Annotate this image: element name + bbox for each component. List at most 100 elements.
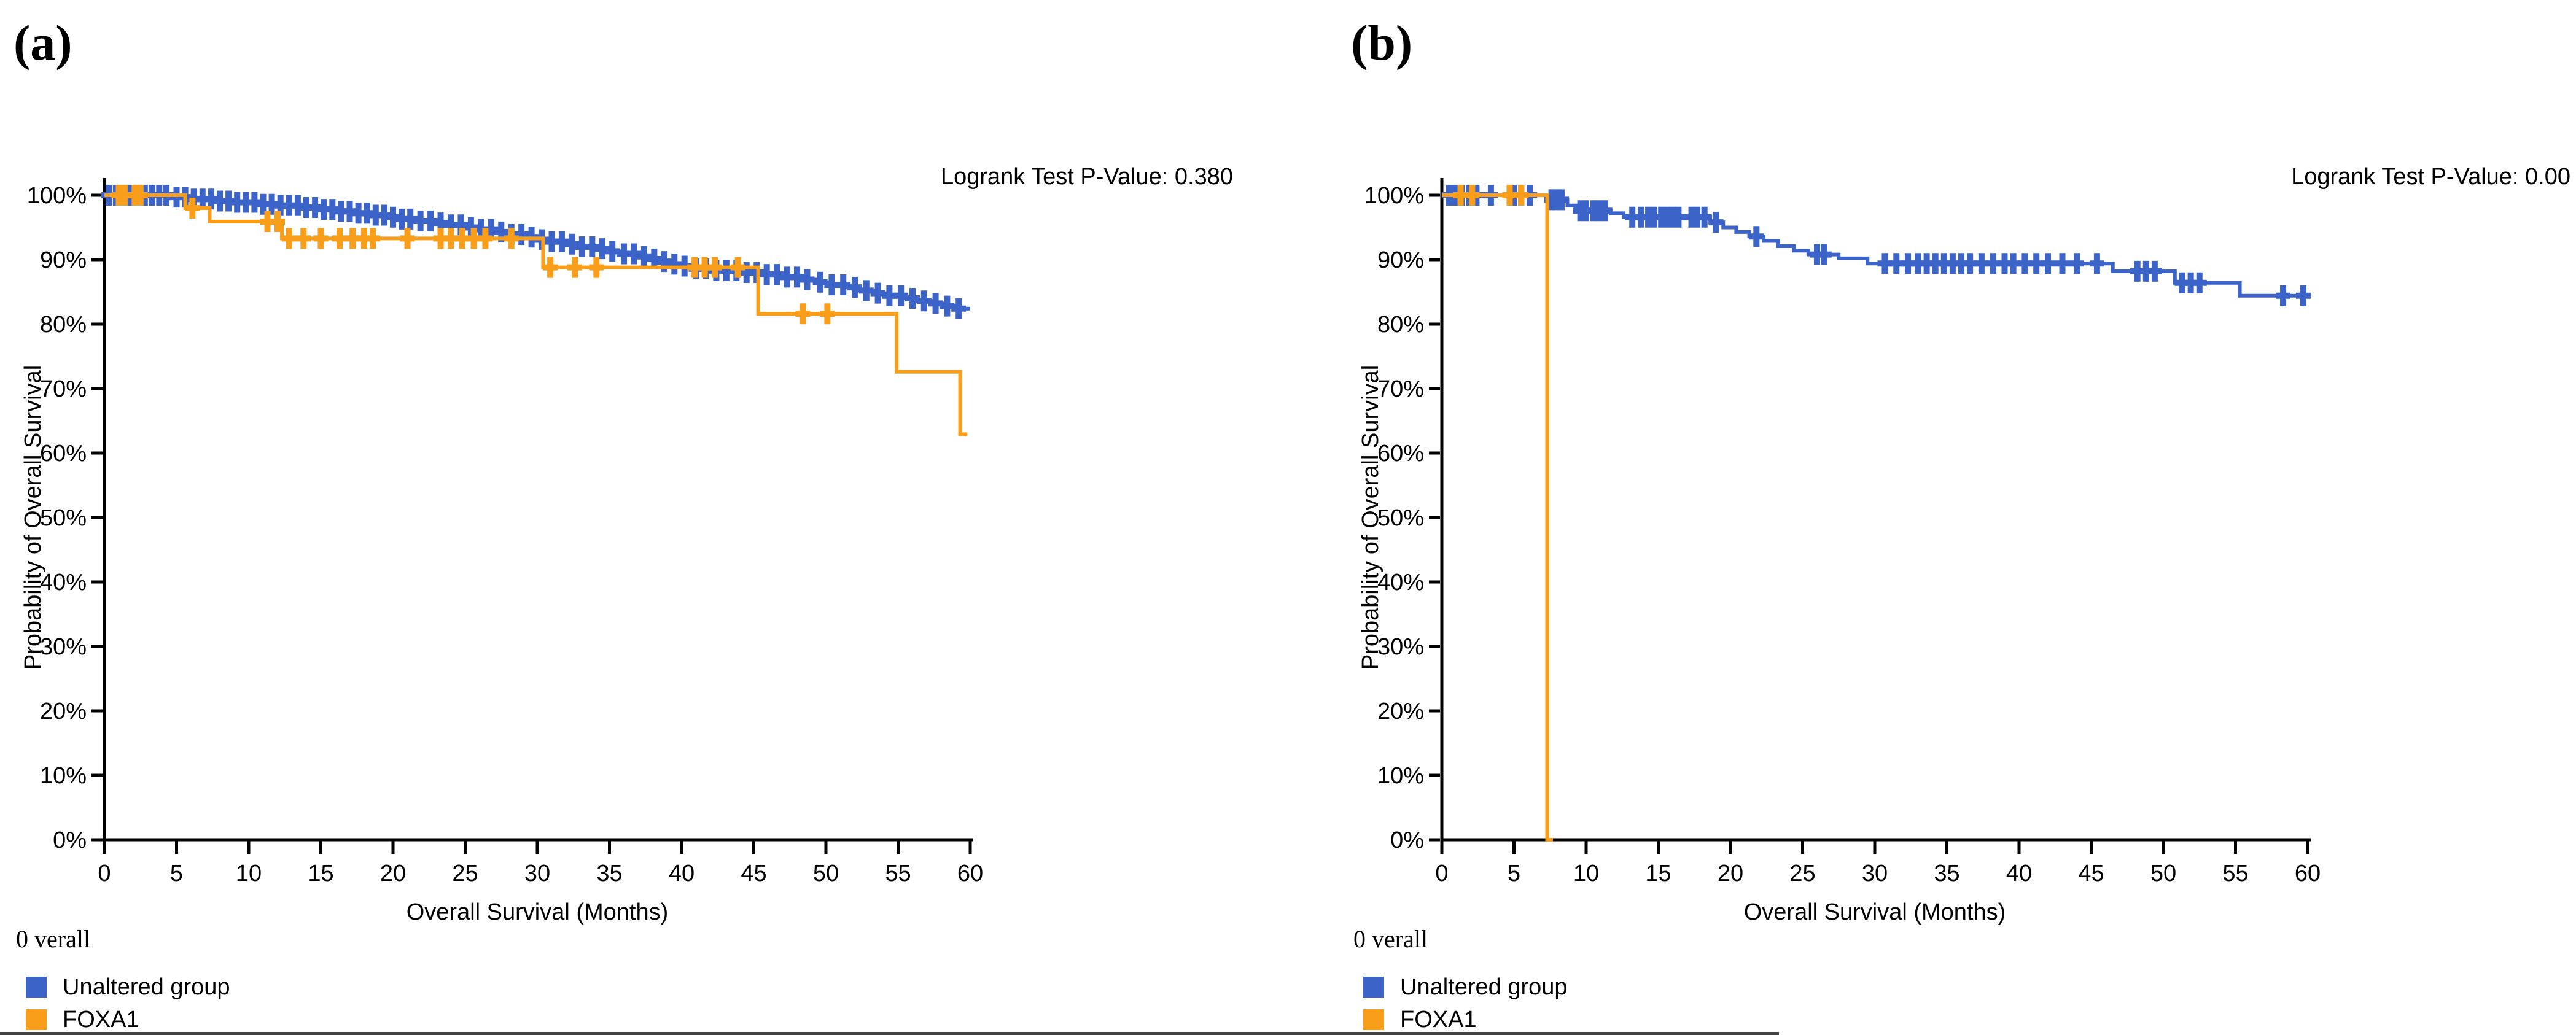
- overall-caption: 0 verall: [1353, 925, 1428, 953]
- x-tick-label: 20: [380, 861, 406, 886]
- censor-mark: [296, 228, 311, 249]
- x-tick-label: 10: [236, 861, 262, 886]
- x-axis-title: Overall Survival (Months): [407, 899, 669, 925]
- legend-swatch-unaltered: [1363, 977, 1384, 998]
- window-bottom-edge: [0, 1032, 1779, 1035]
- x-tick-label: 5: [170, 861, 183, 886]
- y-tick-label: 10%: [1377, 763, 1424, 789]
- censor-mark: [2295, 285, 2311, 306]
- y-tick-label: 50%: [1377, 505, 1424, 531]
- censor-mark: [2055, 253, 2070, 274]
- x-tick-label: 40: [669, 861, 695, 886]
- km-panel-a: (a) Logrank Test P-Value: 0.380 0 5 10 15 20…: [14, 15, 1233, 1033]
- censor-mark: [1708, 212, 1724, 233]
- x-tick-label: 35: [596, 861, 622, 886]
- x-tick-label: 25: [1789, 861, 1815, 886]
- curves-layer: [1441, 185, 2311, 842]
- x-tick-label: 55: [885, 861, 911, 886]
- x-tick-label: 60: [957, 861, 983, 886]
- censor-mark: [504, 228, 519, 249]
- censor-mark: [2089, 253, 2104, 274]
- legend-label-foxa1: FOXA1: [63, 1007, 139, 1033]
- censor-mark: [185, 198, 200, 219]
- x-tick-label: 15: [308, 861, 333, 886]
- legend-swatch-foxa1: [1363, 1009, 1384, 1030]
- censor-mark: [1554, 189, 1570, 211]
- legend-swatch-unaltered: [26, 977, 47, 998]
- logrank-pvalue-text: Logrank Test P-Value: 0.00: [2291, 164, 2570, 190]
- censor-mark: [1514, 185, 1529, 206]
- y-tick-label: 100%: [27, 183, 87, 209]
- axes-layer: 0 5 10 15 20 25 30 35 40 45 50 55 60 0% 10% 20% 30% 40% 50…: [27, 178, 983, 886]
- censor-mark: [332, 228, 348, 249]
- censor-mark: [133, 185, 148, 206]
- overall-caption: 0 verall: [16, 925, 90, 953]
- censor-mark: [478, 228, 493, 249]
- censor-mark: [543, 257, 558, 278]
- censor-mark: [1697, 206, 1712, 228]
- censor-mark: [1749, 226, 1764, 247]
- x-tick-label: 15: [1645, 861, 1671, 886]
- x-tick-label: 45: [741, 861, 766, 886]
- x-tick-label: 25: [452, 861, 478, 886]
- x-tick-label: 20: [1718, 861, 1743, 886]
- survival-curve-foxa1: [104, 193, 968, 436]
- legend-label-foxa1: FOXA1: [1400, 1007, 1477, 1033]
- y-tick-label: 40%: [1377, 570, 1424, 595]
- x-tick-label: 5: [1508, 861, 1520, 886]
- censor-mark: [2192, 272, 2207, 293]
- panel-b-label: (b): [1351, 15, 1412, 71]
- censor-mark: [2069, 253, 2084, 274]
- censor-mark: [707, 257, 723, 278]
- legend: Unaltered group FOXA1: [1363, 974, 1568, 1033]
- y-axis-title: Probability of Overall Survival: [20, 365, 46, 670]
- y-tick-label: 70%: [1377, 376, 1424, 402]
- y-tick-label: 30%: [1377, 634, 1424, 660]
- censor-mark: [2041, 253, 2055, 274]
- x-tick-label: 50: [813, 861, 839, 886]
- y-tick-label: 40%: [40, 570, 87, 595]
- y-tick-label: 80%: [40, 312, 87, 338]
- panel-a-label: (a): [14, 15, 72, 71]
- y-tick-label: 70%: [40, 376, 87, 402]
- y-tick-label: 80%: [1377, 312, 1424, 338]
- censor-mark: [2147, 260, 2162, 282]
- censor-mark: [1465, 185, 1480, 206]
- y-tick-label: 60%: [40, 441, 87, 467]
- censor-mark: [2276, 285, 2291, 306]
- x-tick-label: 50: [2150, 861, 2176, 886]
- censor-mark: [589, 257, 604, 278]
- censor-mark: [820, 303, 835, 325]
- censor-mark: [270, 211, 285, 233]
- legend: Unaltered group FOXA1: [26, 974, 230, 1033]
- curves-layer: [101, 185, 970, 436]
- y-axis-title: Probability of Overall Survival: [1358, 365, 1383, 670]
- x-tick-label: 10: [1573, 861, 1599, 886]
- y-tick-label: 90%: [40, 247, 87, 273]
- censor-mark: [951, 298, 967, 319]
- x-tick-label: 0: [1435, 861, 1448, 886]
- legend-label-unaltered: Unaltered group: [1400, 974, 1568, 1000]
- x-tick-label: 35: [1934, 861, 1959, 886]
- x-tick-label: 55: [2222, 861, 2248, 886]
- x-tick-label: 45: [2078, 861, 2104, 886]
- censor-mark: [365, 228, 381, 249]
- survival-curve-foxa1: [1442, 193, 1553, 842]
- x-tick-label: 0: [98, 861, 111, 886]
- censor-mark: [281, 228, 297, 249]
- y-tick-label: 50%: [40, 505, 87, 531]
- y-tick-label: 100%: [1364, 183, 1424, 209]
- censor-mark: [795, 303, 811, 325]
- censor-mark: [1816, 244, 1832, 265]
- x-tick-label: 60: [2295, 861, 2321, 886]
- censor-mark: [1671, 206, 1686, 228]
- censor-mark: [1597, 200, 1613, 222]
- y-tick-label: 10%: [40, 763, 87, 789]
- censor-mark: [567, 257, 583, 278]
- y-tick-label: 0%: [53, 828, 87, 853]
- y-tick-label: 30%: [40, 634, 87, 660]
- y-tick-label: 60%: [1377, 441, 1424, 467]
- x-tick-label: 30: [524, 861, 550, 886]
- x-tick-label: 30: [1862, 861, 1888, 886]
